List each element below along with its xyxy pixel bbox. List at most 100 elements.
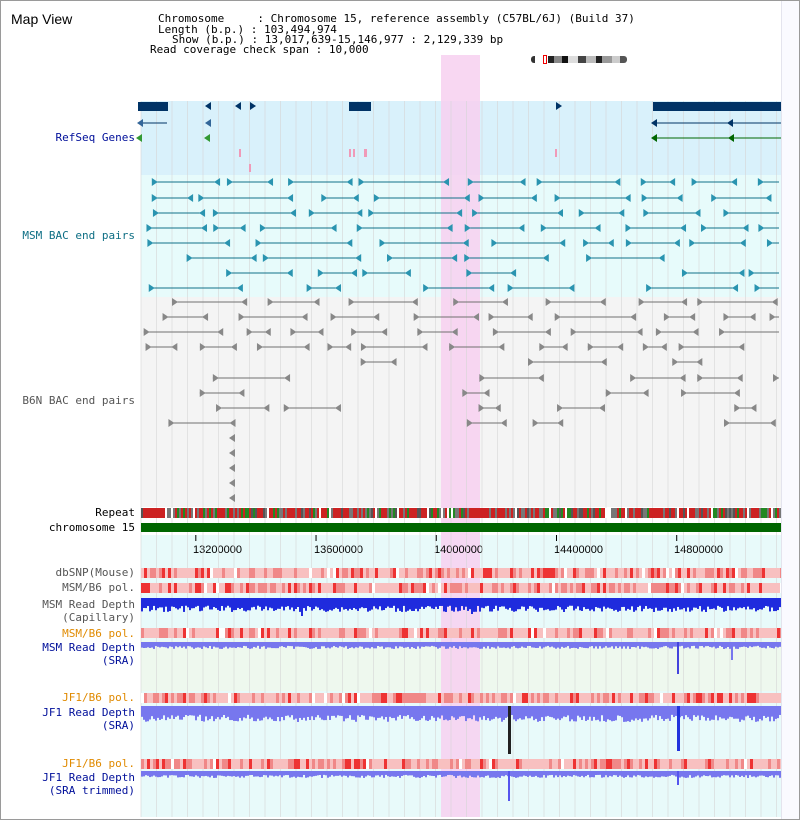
- jf1-trim-depth: [745, 771, 747, 776]
- jf1-pol-cell: [699, 693, 702, 703]
- repeat-element: [773, 508, 775, 518]
- msm-cap-depth: [147, 598, 149, 607]
- track-label-jf1-depth-sra[interactable]: JF1 Read Depth: [42, 706, 135, 719]
- msm-pol2-cell: [234, 628, 237, 638]
- msm-sra-depth: [517, 642, 519, 649]
- msm-sra-depth: [393, 642, 395, 649]
- repeat-element: [367, 508, 369, 518]
- jf1-sra-depth: [265, 706, 267, 717]
- jf1-trim-depth: [299, 771, 301, 778]
- repeat-element: [351, 508, 353, 518]
- dbsnp-cell: [606, 568, 609, 578]
- b6n-bac-end: [303, 343, 310, 351]
- jf1-sra-depth: [479, 706, 481, 718]
- msm-sra-depth: [445, 642, 447, 649]
- jf1-pol-cell: [681, 693, 684, 703]
- dbsnp-cell: [168, 568, 171, 578]
- jf1-trim-depth: [501, 771, 503, 776]
- msm-pol2-cell: [171, 628, 174, 638]
- repeat-element: [619, 508, 621, 518]
- repeat-element: [187, 508, 189, 518]
- msm-sra-depth: [629, 642, 631, 649]
- jf1-trim-depth: [333, 771, 335, 777]
- msm-sra-depth: [765, 642, 767, 649]
- dbsnp-cell: [510, 568, 513, 578]
- dbsnp-cell: [252, 568, 255, 578]
- jf1-pol2-cell: [777, 759, 780, 769]
- msm-sra-depth: [381, 642, 383, 647]
- msm-pol2-cell: [720, 628, 723, 638]
- jf1-trim-depth: [769, 771, 771, 777]
- jf1-sra-depth: [415, 706, 417, 721]
- jf1-sra-depth: [525, 706, 527, 717]
- jf1-sra-depth: [755, 706, 757, 722]
- b6n-bac-end: [143, 328, 150, 336]
- track-label-jf1-depth-trimmed[interactable]: JF1 Read Depth: [42, 771, 135, 784]
- repeat-element: [637, 508, 639, 518]
- jf1-trim-depth: [395, 771, 397, 777]
- jf1-pol2-cell: [729, 759, 732, 769]
- jf1-sra-depth: [395, 706, 397, 721]
- track-label-msm-b6-pol-1[interactable]: MSM/B6 pol.: [62, 581, 135, 594]
- track-label-refseq[interactable]: RefSeq Genes: [55, 131, 135, 144]
- jf1-sra-depth: [267, 706, 269, 720]
- msm-cap-depth: [443, 598, 445, 612]
- track-label-msm-bac[interactable]: MSM BAC end pairs: [22, 229, 135, 242]
- dbsnp-cell: [306, 568, 309, 578]
- repeat-element: [417, 508, 419, 518]
- jf1-pol2-cell: [480, 759, 483, 769]
- jf1-pol2-cell: [240, 759, 243, 769]
- jf1-sra-depth: [339, 706, 341, 716]
- dbsnp-cell: [543, 568, 546, 578]
- jf1-pol-cell: [378, 693, 381, 703]
- track-label-dbsnp[interactable]: dbSNP(Mouse): [55, 566, 135, 579]
- track-label-repeat[interactable]: Repeat: [95, 506, 135, 519]
- msm-cap-depth: [247, 598, 249, 611]
- msm-cap-depth: [499, 598, 501, 607]
- jf1-sra-depth: [649, 706, 651, 719]
- msm-pol2-cell: [459, 628, 462, 638]
- jf1-trim-depth: [479, 771, 481, 778]
- msm-pol2-cell: [675, 628, 678, 638]
- msm-pol-cell: [300, 583, 303, 593]
- repeat-element: [307, 508, 309, 518]
- msm-sra-depth: [421, 642, 423, 647]
- repeat-element: [405, 508, 407, 518]
- msm-cap-depth: [205, 598, 207, 607]
- jf1-pol-cell: [291, 693, 294, 703]
- dbsnp-cell: [207, 568, 210, 578]
- msm-pol-cell: [231, 583, 234, 593]
- msm-cap-depth: [493, 598, 495, 609]
- jf1-trim-depth: [465, 771, 467, 778]
- msm-pol-cell: [156, 583, 159, 593]
- repeat-element: [345, 508, 347, 518]
- jf1-pol-cell: [366, 693, 369, 703]
- chromosome-ideogram[interactable]: [531, 55, 631, 64]
- b6n-bac-end: [554, 313, 561, 321]
- msm-sra-depth: [257, 642, 259, 646]
- msm-sra-depth: [585, 642, 587, 649]
- dbsnp-cell: [228, 568, 231, 578]
- track-label-msm-depth-capillary[interactable]: MSM Read Depth: [42, 598, 135, 611]
- track-label-jf1-b6-pol-1[interactable]: JF1/B6 pol.: [62, 691, 135, 704]
- jf1-pol2-cell: [750, 759, 753, 769]
- msm-cap-depth: [215, 598, 217, 609]
- track-label-b6n-bac[interactable]: B6N BAC end pairs: [22, 394, 135, 407]
- msm-pol-cell: [192, 583, 195, 593]
- msm-sra-depth: [621, 642, 623, 649]
- repeat-element: [735, 508, 737, 518]
- jf1-trim-depth: [353, 771, 355, 777]
- jf1-pol2-cell: [183, 759, 186, 769]
- dbsnp-cell: [150, 568, 153, 578]
- msm-pol2-cell: [297, 628, 300, 638]
- msm-cap-depth: [653, 598, 655, 612]
- track-label-msm-depth-sra[interactable]: MSM Read Depth: [42, 641, 135, 654]
- jf1-trim-depth: [277, 771, 279, 777]
- track-label-jf1-b6-pol-2[interactable]: JF1/B6 pol.: [62, 757, 135, 770]
- jf1-sra-depth: [763, 706, 765, 716]
- dbsnp-cell: [282, 568, 285, 578]
- msm-pol2-cell: [612, 628, 615, 638]
- track-label-msm-b6-pol-2[interactable]: MSM/B6 pol.: [62, 627, 135, 640]
- dbsnp-cell: [741, 568, 744, 578]
